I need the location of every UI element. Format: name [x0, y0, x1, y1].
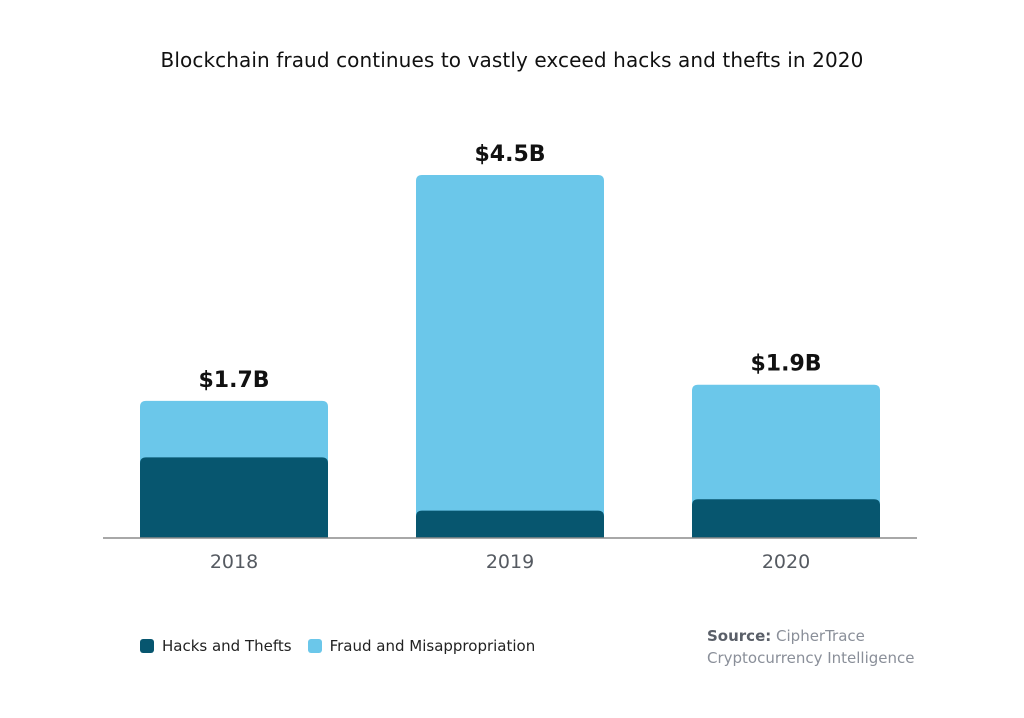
legend-label-hacks: Hacks and Thefts — [162, 637, 292, 655]
total-label-2020: $1.9B — [750, 352, 821, 377]
source-line-1: Source: CipherTrace — [707, 625, 915, 647]
x-tick-2018: 2018 — [210, 551, 258, 573]
bar-hacks-2020 — [692, 499, 880, 538]
legend-label-fraud: Fraud and Misappropriation — [329, 637, 536, 655]
total-label-2019: $4.5B — [474, 142, 545, 167]
source-lead: Source: — [707, 627, 772, 645]
bar-fraud-2019 — [416, 175, 604, 538]
legend-swatch-fraud — [307, 639, 322, 653]
total-value-labels: $1.7B $4.5B $1.9B — [198, 142, 821, 393]
legend: Hacks and Thefts Fraud and Misappropriat… — [140, 637, 535, 655]
chart-title: Blockchain fraud continues to vastly exc… — [160, 48, 864, 72]
bars-layer — [140, 175, 880, 538]
source-note: Source: CipherTrace Cryptocurrency Intel… — [707, 625, 915, 669]
legend-item-fraud: Fraud and Misappropriation — [307, 637, 536, 655]
x-tick-2020: 2020 — [762, 551, 810, 573]
x-tick-2019: 2019 — [486, 551, 534, 573]
source-line-2: Cryptocurrency Intelligence — [707, 649, 915, 667]
source-name: CipherTrace — [776, 627, 865, 645]
bar-hacks-2018 — [140, 457, 328, 538]
legend-item-hacks: Hacks and Thefts — [140, 637, 292, 655]
x-tick-labels: 2018 2019 2020 — [210, 551, 810, 573]
total-label-2018: $1.7B — [198, 368, 269, 393]
bar-hacks-2019 — [416, 510, 604, 538]
legend-swatch-hacks — [140, 639, 154, 653]
